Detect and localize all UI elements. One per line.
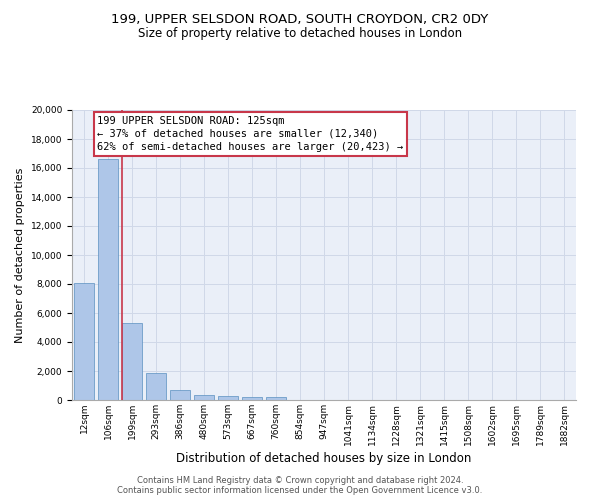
Text: Contains HM Land Registry data © Crown copyright and database right 2024.
Contai: Contains HM Land Registry data © Crown c… [118,476,482,495]
Bar [242,396,262,400]
X-axis label: Distribution of detached houses by size in London: Distribution of detached houses by size … [176,452,472,465]
Text: Size of property relative to detached houses in London: Size of property relative to detached ho… [138,28,462,40]
Bar [74,282,94,400]
Bar [170,390,190,400]
Bar [194,395,214,400]
Bar [98,160,118,400]
Y-axis label: Number of detached properties: Number of detached properties [15,168,25,342]
Bar [146,373,166,400]
Text: 199, UPPER SELSDON ROAD, SOUTH CROYDON, CR2 0DY: 199, UPPER SELSDON ROAD, SOUTH CROYDON, … [112,12,488,26]
Bar [122,323,142,400]
Bar [218,396,238,400]
Bar [266,397,286,400]
Text: 199 UPPER SELSDON ROAD: 125sqm
← 37% of detached houses are smaller (12,340)
62%: 199 UPPER SELSDON ROAD: 125sqm ← 37% of … [97,116,403,152]
